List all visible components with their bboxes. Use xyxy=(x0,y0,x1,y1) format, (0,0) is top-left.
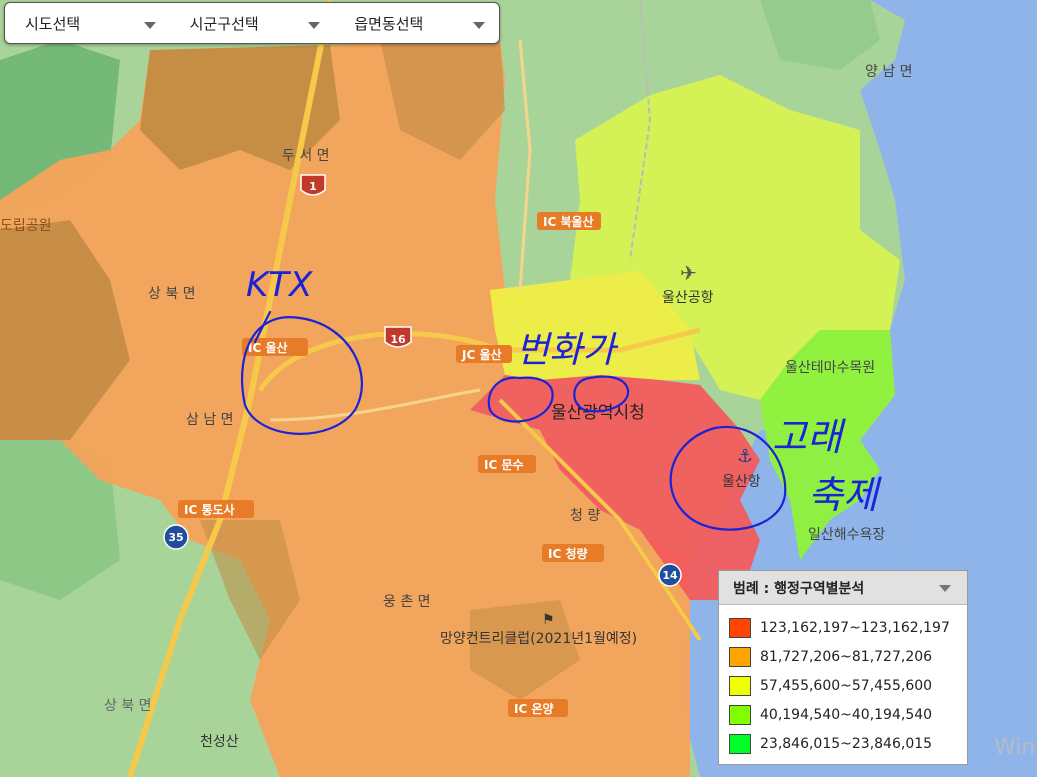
legend-range: 123,162,197~123,162,197 xyxy=(760,619,950,636)
label-theme-arboretum: 울산테마수목원 xyxy=(785,360,875,376)
label-dusan: 두 서 면 xyxy=(282,148,330,164)
golf-flag-icon: ⚑ xyxy=(542,612,555,628)
jc-ulsan: JC 울산 xyxy=(456,345,512,363)
legend-range: 40,194,540~40,194,540 xyxy=(760,706,933,723)
road xyxy=(498,398,702,642)
legend-range: 81,727,206~81,727,206 xyxy=(760,648,933,665)
label-city-hall: 울산광역시청 xyxy=(551,403,645,423)
chevron-down-icon xyxy=(473,22,486,29)
mountain-shading xyxy=(0,220,130,440)
district-nam-gu[interactable] xyxy=(470,375,760,600)
forest-patch xyxy=(760,0,880,70)
label-samnam: 삼 남 면 xyxy=(186,412,234,428)
mountain-shading xyxy=(140,45,340,170)
svg-text:IC 통도사: IC 통도사 xyxy=(184,502,235,517)
railway xyxy=(629,0,652,261)
sido-select-label: 시도선택 xyxy=(25,14,81,33)
ic-bukulsan: IC 북울산 xyxy=(537,212,601,230)
legend-swatch xyxy=(729,733,751,754)
svg-text:IC 청량: IC 청량 xyxy=(548,546,588,561)
legend-swatch xyxy=(729,675,751,696)
expressway-road xyxy=(127,0,333,777)
airplane-icon: ✈ xyxy=(680,261,697,285)
eupmyeondong-select-label: 읍면동선택 xyxy=(354,14,424,33)
legend-swatch xyxy=(729,646,751,667)
handwritten-annotations xyxy=(241,310,787,531)
ktx-circle xyxy=(241,316,363,435)
label-beach: 일산해수욕장 xyxy=(808,527,885,543)
label-cheonseongsan: 천성산 xyxy=(200,734,239,750)
district-buk-gu[interactable] xyxy=(570,75,900,400)
anchor-icon: ⚓ xyxy=(737,446,753,467)
road xyxy=(518,39,532,291)
svg-text:IC 북울산: IC 북울산 xyxy=(543,214,594,229)
mountain-shading xyxy=(200,520,300,660)
svg-text:IC 울산: IC 울산 xyxy=(248,340,288,355)
annotation-ktx: KTX xyxy=(246,265,313,305)
legend-item: 123,162,197~123,162,197 xyxy=(729,613,967,642)
ic-cheongryang: IC 청량 xyxy=(542,544,604,562)
legend-range: 57,455,600~57,455,600 xyxy=(760,677,933,694)
annotation-whale-festival-line1: 고래 xyxy=(772,415,846,459)
road xyxy=(269,388,481,422)
svg-text:IC 온양: IC 온양 xyxy=(514,701,554,716)
port-circle xyxy=(669,425,787,531)
label-port: 울산항 xyxy=(722,474,761,490)
legend-title: 범례 : 행정구역별분석 xyxy=(733,580,865,597)
label-yangnam: 양 남 면 xyxy=(865,64,913,80)
legend-item: 40,194,540~40,194,540 xyxy=(729,700,967,729)
label-ungchon: 웅 촌 면 xyxy=(383,594,431,610)
legend-item: 81,727,206~81,727,206 xyxy=(729,642,967,671)
eupmyeondong-select[interactable]: 읍면동선택 xyxy=(334,3,499,43)
label-country-club: 망양컨트리클럽(2021년1월예정) xyxy=(440,631,637,647)
legend-item: 23,846,015~23,846,015 xyxy=(729,729,967,758)
legend-list: 123,162,197~123,162,197 81,727,206~81,72… xyxy=(719,605,967,758)
map-legend: 범례 : 행정구역별분석 123,162,197~123,162,197 81,… xyxy=(718,570,968,765)
ic-onyang: IC 온양 xyxy=(508,699,568,717)
legend-swatch xyxy=(729,617,751,638)
route-16-shield: 16 xyxy=(384,326,412,348)
route-35-shield: 35 xyxy=(163,524,189,550)
watermark-text: Win xyxy=(994,735,1036,760)
district-dong-gu[interactable] xyxy=(760,330,895,560)
region-selector-toolbar: 시도선택 시군구선택 읍면동선택 xyxy=(4,2,500,44)
legend-item: 57,455,600~57,455,600 xyxy=(729,671,967,700)
svg-text:14: 14 xyxy=(662,569,678,582)
label-cheongryang: 청 량 xyxy=(570,508,600,524)
label-provincial-park: 도립공원 xyxy=(0,218,52,234)
downtown-circle-2 xyxy=(573,375,630,413)
sigungu-select[interactable]: 시군구선택 xyxy=(170,3,335,43)
sido-select[interactable]: 시도선택 xyxy=(5,3,170,43)
svg-text:JC 울산: JC 울산 xyxy=(461,347,502,362)
chevron-down-icon xyxy=(143,22,156,29)
ic-munsu: IC 문수 xyxy=(478,455,536,473)
annotation-downtown: 번화가 xyxy=(516,330,619,371)
mountain-shading xyxy=(470,600,580,700)
downtown-circle-1 xyxy=(487,376,554,423)
sea xyxy=(860,0,1037,777)
label-airport: 울산공항 xyxy=(662,290,714,306)
svg-text:35: 35 xyxy=(168,531,183,544)
route-1-shield: 1 xyxy=(300,174,326,196)
label-sangbuk-sw: 상 북 면 xyxy=(104,698,152,714)
svg-text:16: 16 xyxy=(390,333,406,346)
legend-range: 23,846,015~23,846,015 xyxy=(760,735,933,752)
ic-tongdosa: IC 통도사 xyxy=(178,500,254,518)
district-ulju[interactable] xyxy=(0,40,690,777)
legend-header[interactable]: 범례 : 행정구역별분석 xyxy=(719,571,967,605)
ic-ulsan: IC 울산 xyxy=(242,338,308,356)
mountain-shading xyxy=(380,40,505,160)
sigungu-select-label: 시군구선택 xyxy=(189,14,259,33)
label-sangbuk: 상 북 면 xyxy=(148,286,196,302)
ktx-stroke xyxy=(253,310,272,344)
chevron-down-icon xyxy=(308,22,321,29)
legend-swatch xyxy=(729,704,751,725)
chevron-down-icon xyxy=(939,585,951,592)
svg-text:1: 1 xyxy=(309,180,317,193)
svg-text:IC 문수: IC 문수 xyxy=(484,458,524,472)
route-14-shield: 14 xyxy=(658,563,682,587)
annotation-whale-festival-line2: 축제 xyxy=(808,473,882,517)
